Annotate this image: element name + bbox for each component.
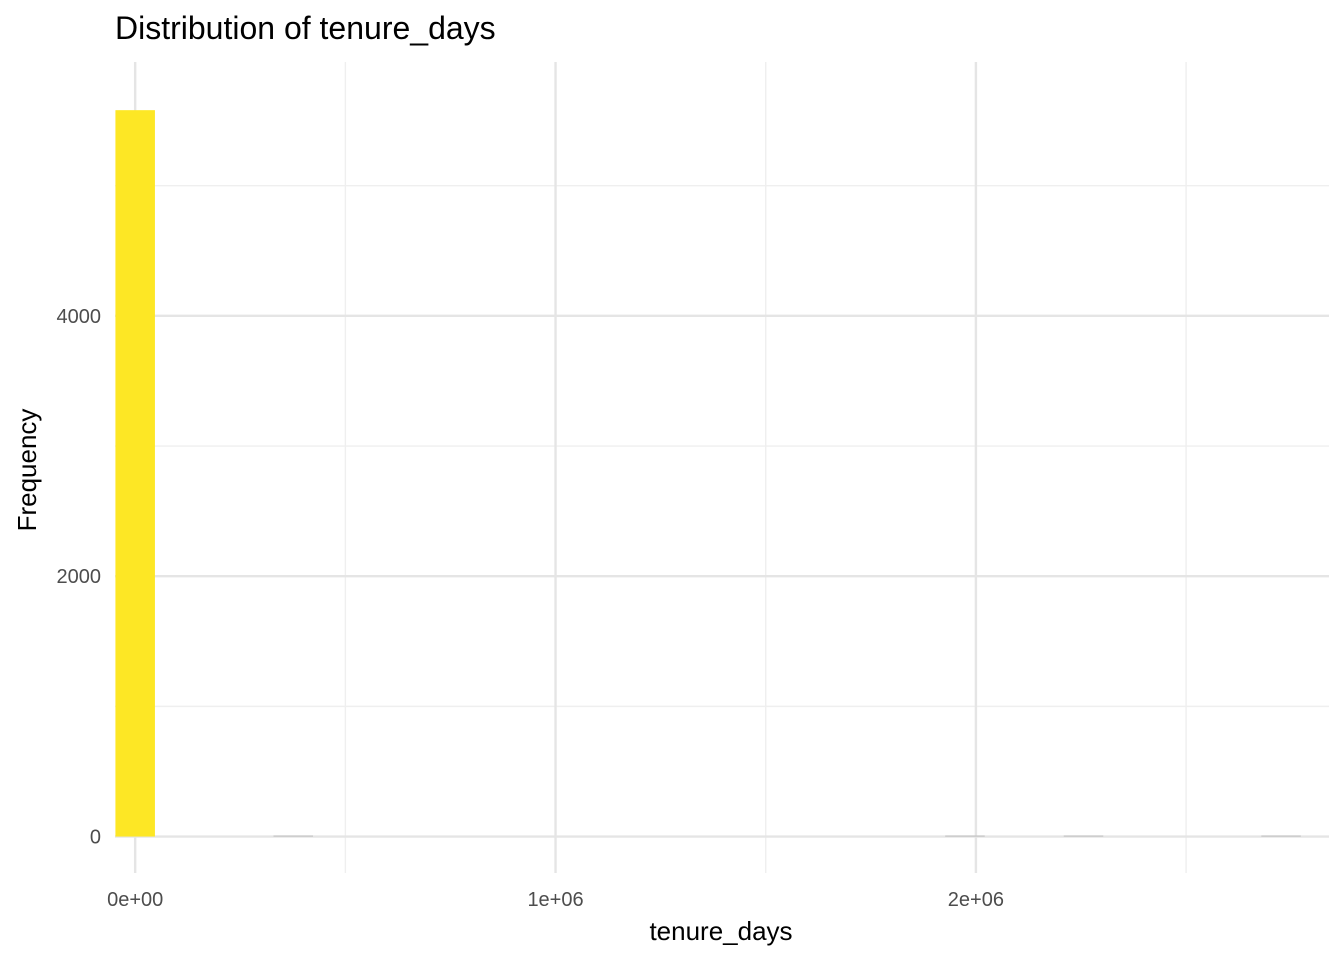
grid-lines — [115, 62, 1329, 873]
histogram-bar — [273, 835, 313, 837]
y-tick-label: 2000 — [57, 566, 102, 588]
histogram-bar — [1063, 835, 1104, 837]
y-axis-label: Frequency — [12, 409, 42, 532]
y-tick-label: 0 — [90, 827, 101, 849]
histogram-bar — [1261, 835, 1301, 837]
histogram-bars — [115, 110, 1301, 837]
x-axis-label: tenure_days — [649, 916, 792, 946]
y-tick-label: 4000 — [57, 306, 102, 328]
y-tick-labels: 0 2000 4000 — [57, 306, 102, 849]
histogram-bar — [115, 110, 155, 837]
x-tick-label: 1e+06 — [527, 889, 583, 911]
histogram-bar — [945, 835, 985, 837]
x-tick-label: 2e+06 — [948, 889, 1004, 911]
x-tick-labels: 0e+00 1e+06 2e+06 — [107, 889, 1004, 911]
chart-title: Distribution of tenure_days — [115, 10, 496, 46]
x-tick-label: 0e+00 — [107, 889, 163, 911]
